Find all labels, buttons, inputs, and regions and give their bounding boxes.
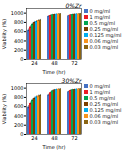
html-text:1 mg/ml: 1 mg/ml xyxy=(89,89,111,95)
svg-text:400: 400 xyxy=(14,38,24,44)
svg-text:Time (hr): Time (hr) xyxy=(42,69,66,75)
svg-text:800: 800 xyxy=(14,19,24,25)
svg-text:Viability (%): Viability (%) xyxy=(1,94,8,124)
svg-text:30%Zr: 30%Zr xyxy=(62,77,82,84)
svg-text:600: 600 xyxy=(14,103,24,109)
svg-text:Time (hr): Time (hr) xyxy=(42,144,66,150)
html-text:1 mg/ml: 1 mg/ml xyxy=(89,14,111,20)
svg-text:24: 24 xyxy=(31,135,37,141)
html-text:0.25 mg/ml: 0.25 mg/ml xyxy=(89,26,119,32)
html-text:0.03 mg/ml: 0.03 mg/ml xyxy=(89,119,119,125)
html-text:0.06 mg/ml: 0.06 mg/ml xyxy=(89,113,119,119)
svg-text:48: 48 xyxy=(51,135,57,141)
svg-text:1000: 1000 xyxy=(11,85,24,91)
html-text:0.125 mg/ml: 0.125 mg/ml xyxy=(89,32,122,38)
svg-text:Viability (%): Viability (%) xyxy=(1,19,8,49)
svg-text:0%Zr: 0%Zr xyxy=(65,2,82,9)
html-text:0 mg/ml: 0 mg/ml xyxy=(89,8,111,14)
svg-text:200: 200 xyxy=(14,122,24,128)
html-text:0.5 mg/ml: 0.5 mg/ml xyxy=(89,95,115,101)
svg-text:48: 48 xyxy=(51,60,57,66)
svg-text:72: 72 xyxy=(71,60,77,66)
svg-text:72: 72 xyxy=(71,135,77,141)
svg-text:0: 0 xyxy=(20,131,23,137)
svg-text:400: 400 xyxy=(14,113,24,119)
svg-text:24: 24 xyxy=(31,60,37,66)
svg-text:0: 0 xyxy=(20,56,23,62)
html-text:0.125 mg/ml: 0.125 mg/ml xyxy=(89,107,122,113)
html-text:0.03 mg/ml: 0.03 mg/ml xyxy=(89,44,119,50)
svg-text:1000: 1000 xyxy=(11,10,24,16)
svg-text:800: 800 xyxy=(14,94,24,100)
html-text:0.5 mg/ml: 0.5 mg/ml xyxy=(89,20,115,26)
html-text:0 mg/ml: 0 mg/ml xyxy=(89,83,111,89)
html-text:0.25 mg/ml: 0.25 mg/ml xyxy=(89,101,119,107)
svg-text:600: 600 xyxy=(14,28,24,34)
svg-text:200: 200 xyxy=(14,47,24,53)
html-text:0.06 mg/ml: 0.06 mg/ml xyxy=(89,38,119,44)
